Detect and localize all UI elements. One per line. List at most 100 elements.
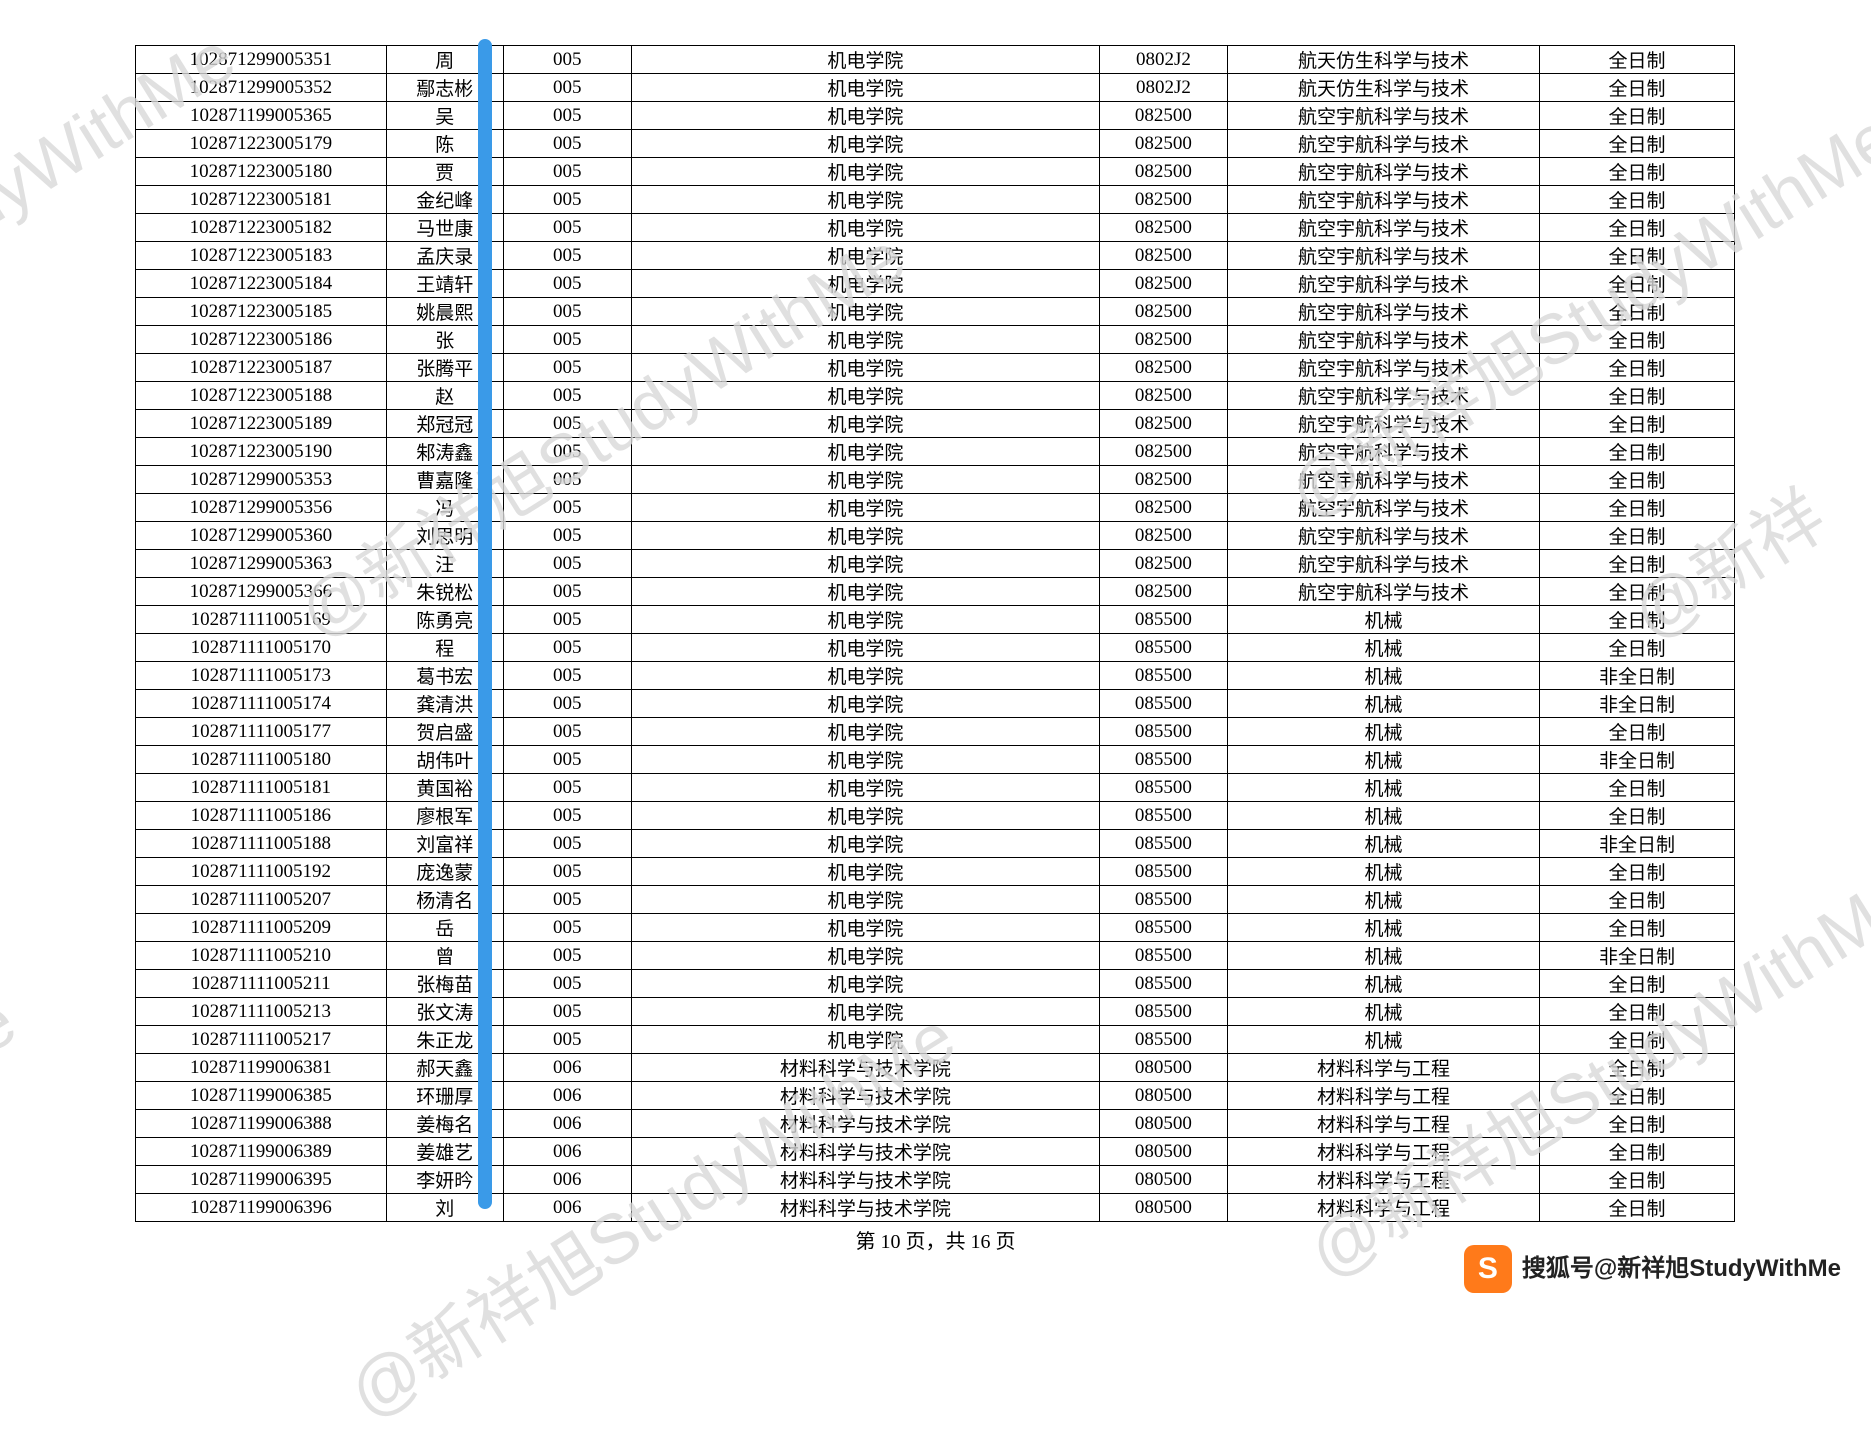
- table-cell: 材料科学与技术学院: [631, 1194, 1099, 1222]
- table-cell: 085500: [1099, 942, 1227, 970]
- table-cell: 机电学院: [631, 690, 1099, 718]
- table-cell: 材料科学与工程: [1227, 1110, 1539, 1138]
- table-cell: 005: [503, 774, 631, 802]
- table-cell: 航天仿生科学与技术: [1227, 74, 1539, 102]
- table-row: 102871111005180胡伟叶005机电学院085500机械非全日制: [136, 746, 1735, 774]
- table-cell: 102871223005187: [136, 354, 387, 382]
- table-cell: 082500: [1099, 438, 1227, 466]
- table-row: 102871299005356冯 005机电学院082500航空宇航科学与技术全…: [136, 494, 1735, 522]
- table-cell: 非全日制: [1539, 942, 1734, 970]
- table-cell: 全日制: [1539, 186, 1734, 214]
- table-cell: 085500: [1099, 858, 1227, 886]
- table-row: 102871299005366朱锐松005机电学院082500航空宇航科学与技术…: [136, 578, 1735, 606]
- table-cell: 全日制: [1539, 214, 1734, 242]
- table-cell: 005: [503, 718, 631, 746]
- table-cell: 102871223005186: [136, 326, 387, 354]
- table-row: 102871111005181黄国裕005机电学院085500机械全日制: [136, 774, 1735, 802]
- table-cell: 材料科学与技术学院: [631, 1110, 1099, 1138]
- table-cell: 082500: [1099, 102, 1227, 130]
- table-cell: 航空宇航科学与技术: [1227, 578, 1539, 606]
- table-cell: 102871199006385: [136, 1082, 387, 1110]
- table-cell: 082500: [1099, 354, 1227, 382]
- table-row: 102871111005173葛书宏005机电学院085500机械非全日制: [136, 662, 1735, 690]
- table-cell: 全日制: [1539, 998, 1734, 1026]
- table-cell: 航空宇航科学与技术: [1227, 186, 1539, 214]
- table-row: 102871223005187张腾平005机电学院082500航空宇航科学与技术…: [136, 354, 1735, 382]
- table-cell: 005: [503, 942, 631, 970]
- table-cell: 102871299005352: [136, 74, 387, 102]
- table-row: 102871223005184王靖轩005机电学院082500航空宇航科学与技术…: [136, 270, 1735, 298]
- table-cell: 005: [503, 326, 631, 354]
- table-cell: 082500: [1099, 326, 1227, 354]
- table-row: 102871199006396刘 006材料科学与技术学院080500材料科学与…: [136, 1194, 1735, 1222]
- table-cell: 005: [503, 830, 631, 858]
- table-cell: 102871199006388: [136, 1110, 387, 1138]
- table-cell: 全日制: [1539, 522, 1734, 550]
- table-row: 102871223005190邾涛鑫005机电学院082500航空宇航科学与技术…: [136, 438, 1735, 466]
- table-cell: 机械: [1227, 662, 1539, 690]
- table-cell: 机械: [1227, 858, 1539, 886]
- table-cell: 102871111005177: [136, 718, 387, 746]
- table-cell: 航空宇航科学与技术: [1227, 466, 1539, 494]
- table-cell: 006: [503, 1138, 631, 1166]
- table-cell: 005: [503, 886, 631, 914]
- table-cell: 航空宇航科学与技术: [1227, 522, 1539, 550]
- table-cell: 102871111005173: [136, 662, 387, 690]
- table-cell: 005: [503, 466, 631, 494]
- table-cell: 005: [503, 270, 631, 298]
- table-cell: 006: [503, 1054, 631, 1082]
- table-row: 102871111005174龚清洪005机电学院085500机械非全日制: [136, 690, 1735, 718]
- table-cell: 全日制: [1539, 158, 1734, 186]
- table-row: 102871223005186张 005机电学院082500航空宇航科学与技术全…: [136, 326, 1735, 354]
- table-cell: 机械: [1227, 942, 1539, 970]
- table-cell: 082500: [1099, 466, 1227, 494]
- table-cell: 102871111005213: [136, 998, 387, 1026]
- table-cell: 080500: [1099, 1110, 1227, 1138]
- table-cell: 全日制: [1539, 326, 1734, 354]
- table-cell: 102871223005188: [136, 382, 387, 410]
- table-cell: 全日制: [1539, 270, 1734, 298]
- table-cell: 080500: [1099, 1194, 1227, 1222]
- table-cell: 005: [503, 130, 631, 158]
- table-row: 102871199006395李妍昑006材料科学与技术学院080500材料科学…: [136, 1166, 1735, 1194]
- table-row: 102871223005180贾 005机电学院082500航空宇航科学与技术全…: [136, 158, 1735, 186]
- table-row: 102871299005351周 005机电学院0802J2航天仿生科学与技术全…: [136, 46, 1735, 74]
- table-cell: 102871223005183: [136, 242, 387, 270]
- table-cell: 机械: [1227, 718, 1539, 746]
- table-cell: 085500: [1099, 662, 1227, 690]
- table-cell: 材料科学与工程: [1227, 1082, 1539, 1110]
- table-cell: 航空宇航科学与技术: [1227, 494, 1539, 522]
- table-cell: 085500: [1099, 970, 1227, 998]
- table-cell: 082500: [1099, 382, 1227, 410]
- table-cell: 085500: [1099, 774, 1227, 802]
- table-cell: 005: [503, 438, 631, 466]
- table-cell: 机电学院: [631, 858, 1099, 886]
- table-cell: 材料科学与技术学院: [631, 1082, 1099, 1110]
- table-cell: 005: [503, 606, 631, 634]
- table-row: 102871111005188刘富祥005机电学院085500机械非全日制: [136, 830, 1735, 858]
- table-cell: 航空宇航科学与技术: [1227, 130, 1539, 158]
- table-cell: 085500: [1099, 886, 1227, 914]
- table-cell: 全日制: [1539, 74, 1734, 102]
- table-cell: 机械: [1227, 886, 1539, 914]
- table-cell: 005: [503, 158, 631, 186]
- table-cell: 102871199006396: [136, 1194, 387, 1222]
- table-row: 102871111005192庞逸蒙005机电学院085500机械全日制: [136, 858, 1735, 886]
- table-cell: 005: [503, 970, 631, 998]
- table-cell: 005: [503, 802, 631, 830]
- table-cell: 机电学院: [631, 298, 1099, 326]
- table-cell: 全日制: [1539, 410, 1734, 438]
- table-cell: 材料科学与技术学院: [631, 1166, 1099, 1194]
- table-row: 102871223005188赵 005机电学院082500航空宇航科学与技术全…: [136, 382, 1735, 410]
- table-cell: 082500: [1099, 186, 1227, 214]
- table-row: 102871199005365吴 005机电学院082500航空宇航科学与技术全…: [136, 102, 1735, 130]
- table-cell: 102871299005363: [136, 550, 387, 578]
- table-cell: 航空宇航科学与技术: [1227, 326, 1539, 354]
- table-cell: 005: [503, 494, 631, 522]
- table-cell: 机电学院: [631, 774, 1099, 802]
- table-cell: 机电学院: [631, 914, 1099, 942]
- table-cell: 机电学院: [631, 158, 1099, 186]
- table-cell: 085500: [1099, 690, 1227, 718]
- table-cell: 机电学院: [631, 102, 1099, 130]
- table-cell: 机电学院: [631, 74, 1099, 102]
